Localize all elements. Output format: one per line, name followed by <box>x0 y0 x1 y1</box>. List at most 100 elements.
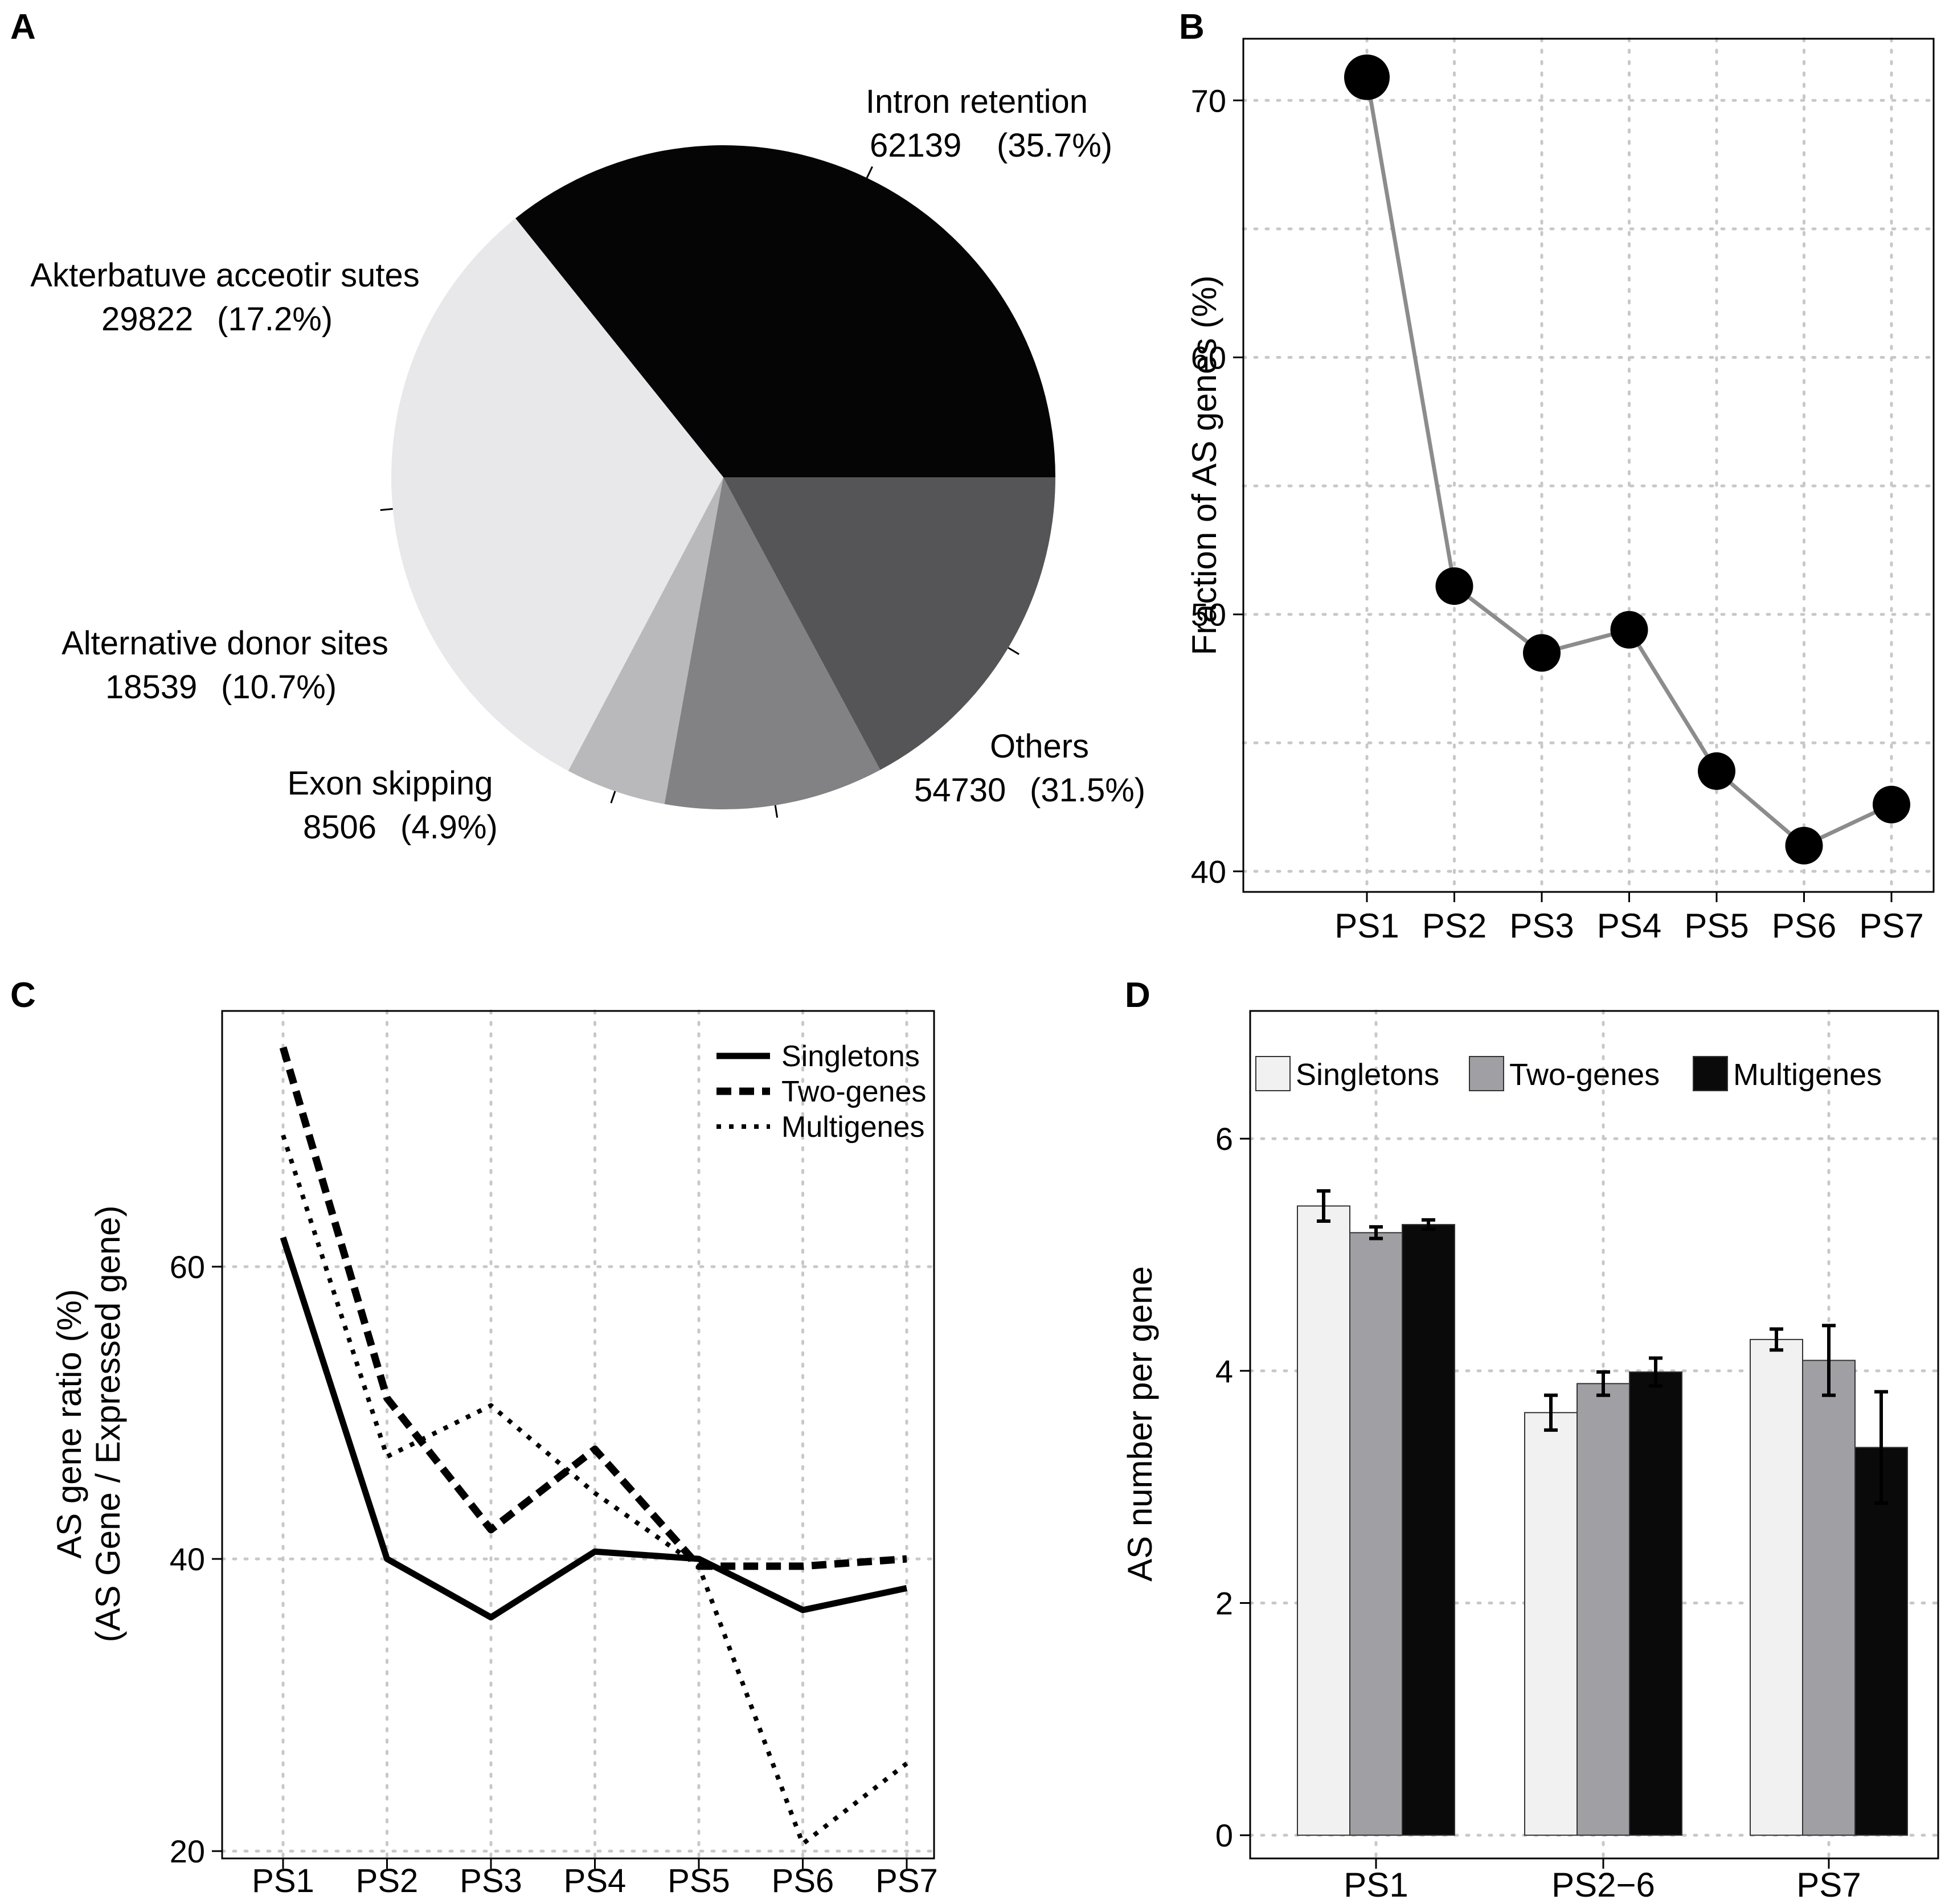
x-tick-label-ps2-6: PS2−6 <box>1551 1866 1655 1904</box>
x-tick-label-ps7: PS7 <box>1796 1866 1861 1904</box>
slice-label-intron-count: 62139 <box>870 127 961 164</box>
legend-label-singletons: Singletons <box>781 1040 920 1073</box>
series-lines <box>279 1046 908 1846</box>
leader-line-alternative-donor-sites <box>774 805 779 818</box>
x-axis-ticks: PS1 PS2−6 PS7 <box>1344 1858 1861 1904</box>
slice-label-donor-pct: (10.7%) <box>221 669 337 706</box>
plot-frame <box>221 1010 935 1860</box>
leader-line-akterbatuve-acceotir-sutes <box>1008 647 1019 655</box>
point-ps3 <box>1523 634 1561 672</box>
legend-key-singletons <box>1255 1056 1291 1091</box>
x-tick-label-ps5: PS5 <box>668 1862 730 1899</box>
point-ps7 <box>1873 785 1910 824</box>
legend-label-multigenes: Multigenes <box>1733 1058 1882 1092</box>
x-tick-label-ps1: PS1 <box>1334 907 1399 945</box>
y-axis-label: Fraction of AS genes (%) <box>1185 276 1223 656</box>
panel-letter-b: B <box>1179 7 1205 47</box>
y-tick-label-4: 4 <box>1215 1353 1233 1389</box>
y-tick-label-40: 40 <box>1191 854 1226 890</box>
bar-singletons-ps1 <box>1297 1205 1350 1836</box>
grid <box>220 1009 936 1860</box>
series-line-multigenes <box>281 1134 908 1846</box>
pie-slice-exon-skipping <box>568 477 723 804</box>
y-tick-label-0: 0 <box>1215 1817 1233 1853</box>
bar-multigenes-ps1 <box>1402 1224 1455 1836</box>
bar-singletons-ps7 <box>1750 1338 1803 1836</box>
x-tick-label-ps3: PS3 <box>1509 907 1574 945</box>
leader-line-intron-retention <box>866 166 873 178</box>
slice-label-intron-pct: (35.7%) <box>997 127 1112 164</box>
bar-multigenes-ps7 <box>1854 1447 1908 1836</box>
x-tick-label-ps7: PS7 <box>1859 907 1923 945</box>
panel-letter-c: C <box>10 976 36 1015</box>
bar-two-genes-ps1 <box>1349 1232 1403 1836</box>
slice-label-donor-count: 18539 <box>105 669 197 706</box>
y-tick-label-20: 20 <box>170 1833 205 1869</box>
leader-line-exon-skipping <box>610 791 616 804</box>
x-tick-label-ps4: PS4 <box>1597 907 1661 945</box>
bar-two-genes-ps7 <box>1802 1360 1856 1836</box>
x-tick-label-ps1: PS1 <box>1344 1866 1408 1904</box>
error-bar-singletons-ps7 <box>1770 1327 1783 1352</box>
x-tick-label-ps4: PS4 <box>564 1862 627 1899</box>
pie-slices <box>391 145 1055 809</box>
error-bar-multigenes-ps7 <box>1874 1390 1888 1505</box>
error-bars <box>1317 1189 1888 1505</box>
panel-letter-a: A <box>10 7 36 47</box>
plot-frame <box>1242 38 1935 893</box>
y-tick-label-70: 70 <box>1191 83 1226 118</box>
series-points <box>1344 54 1910 865</box>
series-line-two-genes <box>279 1046 907 1570</box>
y-axis-ticks: 40 50 60 70 <box>1191 83 1243 890</box>
slice-label-others-count: 54730 <box>914 772 1006 809</box>
error-bar-two-genes-ps1 <box>1369 1225 1383 1240</box>
pie-slice-others <box>391 218 723 771</box>
series-line-singletons <box>280 1236 908 1621</box>
error-bar-two-genes-ps2-6 <box>1596 1370 1610 1397</box>
line-chart-c: 20 40 60 PS1 PS2 PS3 PS4 PS5 PS6 PS7 AS gene rat… <box>50 1009 938 1899</box>
x-tick-label-ps2: PS2 <box>356 1862 419 1899</box>
y-axis-label: AS number per gene <box>1121 1266 1159 1582</box>
x-tick-label-ps6: PS6 <box>1772 907 1836 945</box>
bars <box>1297 1205 1908 1836</box>
pie-chart: Intron retention 62139 (35.7%) Akterbatu… <box>30 83 1145 846</box>
x-tick-label-ps1: PS1 <box>252 1862 314 1899</box>
error-bar-singletons-ps2-6 <box>1544 1393 1558 1432</box>
point-ps5 <box>1698 752 1735 790</box>
legend-label-multigenes: Multigenes <box>781 1111 924 1144</box>
point-ps2 <box>1435 567 1473 605</box>
slice-label-exon-name: Exon skipping <box>287 765 493 802</box>
slice-label-exon-count: 8506 <box>303 809 376 846</box>
legend-label-two-genes: Two-genes <box>1509 1058 1660 1092</box>
error-bar-two-genes-ps7 <box>1822 1324 1836 1397</box>
x-axis-ticks: PS1 PS2 PS3 PS4 PS5 PS6 PS7 <box>252 1858 938 1899</box>
pie-leader-lines <box>380 166 1019 818</box>
slice-label-acceptor-count: 29822 <box>101 301 193 338</box>
plot-frame <box>1249 1010 1939 1860</box>
legend: Singletons Two-genes Multigenes <box>1255 1056 1882 1092</box>
pie-slice-intron-retention <box>515 145 1055 477</box>
y-axis-label: AS gene ratio (%) <box>50 1289 88 1559</box>
y-tick-label-60: 60 <box>170 1249 205 1285</box>
point-ps6 <box>1785 826 1823 865</box>
y-axis-ticks: 0 2 4 6 <box>1215 1121 1250 1853</box>
slice-label-acceptor-pct: (17.2%) <box>217 301 333 338</box>
x-tick-label-ps5: PS5 <box>1684 907 1749 945</box>
bar-singletons-ps2-6 <box>1524 1412 1578 1836</box>
x-tick-label-ps7: PS7 <box>875 1862 938 1899</box>
error-bar-multigenes-ps2-6 <box>1649 1356 1663 1388</box>
grid <box>1242 37 1935 894</box>
point-ps1 <box>1344 54 1390 100</box>
y-axis-ticks: 20 40 60 <box>170 1249 222 1869</box>
legend-key-two-genes <box>1469 1056 1504 1091</box>
y-tick-label-2: 2 <box>1215 1586 1233 1622</box>
point-ps4 <box>1610 611 1648 649</box>
legend-key-multigenes <box>1693 1056 1728 1091</box>
y-tick-label-40: 40 <box>170 1541 205 1577</box>
leader-line-others <box>380 508 393 511</box>
x-tick-label-ps3: PS3 <box>460 1862 522 1899</box>
pie-slice-alternative-donor-sites <box>664 477 881 809</box>
y-tick-label-60: 60 <box>1191 339 1226 375</box>
slice-label-others-pct: (31.5%) <box>1030 772 1145 809</box>
